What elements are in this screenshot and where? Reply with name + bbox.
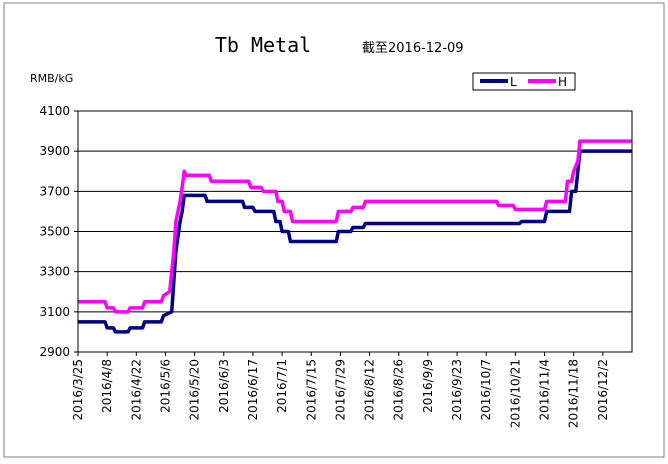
y-tick-label-3900: 3900 <box>39 144 70 158</box>
legend-label-H: H <box>558 75 567 89</box>
series-line-H <box>78 139 632 314</box>
x-tick-label-6: 2016/6/17 <box>246 359 260 421</box>
y-tick-label-3500: 3500 <box>39 225 70 239</box>
legend-box <box>472 72 576 91</box>
y-axis-label: RMB/kG <box>30 72 73 85</box>
x-tick-label-9: 2016/7/29 <box>333 359 347 421</box>
x-tick-label-10: 2016/8/12 <box>363 359 377 421</box>
legend: L H <box>472 72 576 91</box>
y-tick-label-3700: 3700 <box>39 184 70 198</box>
x-tick-label-12: 2016/9/9 <box>421 359 435 413</box>
x-tick-label-4: 2016/5/20 <box>188 359 202 421</box>
x-tick-label-7: 2016/7/1 <box>275 359 289 413</box>
chart-subtitle: 截至2016-12-09 <box>362 41 464 56</box>
x-tick-label-0: 2016/3/25 <box>71 359 85 421</box>
x-tick-label-8: 2016/7/15 <box>304 359 318 421</box>
y-ticks: 2900 3100 3300 3500 3700 3900 4100 <box>39 104 78 359</box>
x-tick-label-1: 2016/4/8 <box>100 359 114 413</box>
x-tick-label-11: 2016/8/26 <box>392 359 406 421</box>
y-tick-label-2900: 2900 <box>39 345 70 359</box>
x-tick-label-18: 2016/12/2 <box>596 359 610 421</box>
y-tick-label-3100: 3100 <box>39 305 70 319</box>
x-tick-label-14: 2016/10/7 <box>479 359 493 421</box>
x-ticks: 2016/3/25 2016/4/8 2016/4/22 2016/5/6 2016/5… <box>71 352 610 428</box>
x-tick-label-3: 2016/5/6 <box>158 359 172 413</box>
chart-title: Tb Metal <box>215 33 311 57</box>
x-tick-label-2: 2016/4/22 <box>129 359 143 421</box>
x-tick-label-15: 2016/10/21 <box>508 359 522 428</box>
x-tick-label-17: 2016/11/18 <box>567 359 581 428</box>
x-tick-label-13: 2016/9/23 <box>450 359 464 421</box>
plot-area-frame <box>77 110 633 353</box>
series-layer <box>78 139 632 334</box>
y-tick-label-4100: 4100 <box>39 104 70 118</box>
series-line-L <box>78 149 632 334</box>
legend-label-L: L <box>510 75 517 89</box>
x-tick-label-5: 2016/6/3 <box>217 359 231 413</box>
y-tick-label-3300: 3300 <box>39 265 70 279</box>
x-tick-label-16: 2016/11/4 <box>538 359 552 421</box>
